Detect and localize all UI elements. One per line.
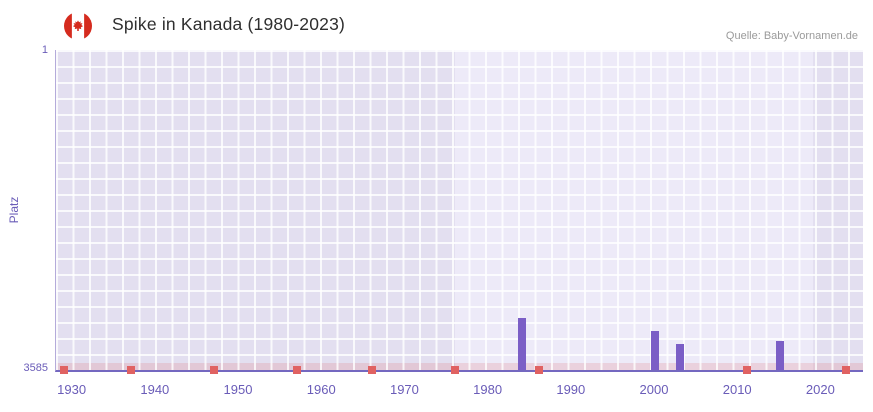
x-tick-2010: 2010 — [722, 382, 752, 397]
y-tick-bottom: 3585 — [23, 362, 48, 374]
x-tick-1970: 1970 — [389, 382, 419, 397]
y-tick-top: 1 — [41, 44, 48, 56]
x-tick-2000: 2000 — [639, 382, 669, 397]
unranked-marker-1947 — [210, 366, 219, 374]
unranked-marker-1957 — [293, 366, 302, 374]
x-tick-1990: 1990 — [556, 382, 586, 397]
rank-bar-2003 — [675, 344, 684, 370]
unranked-marker-1976 — [451, 366, 460, 374]
x-tick-1950: 1950 — [223, 382, 253, 397]
unranked-marker-1937 — [126, 366, 135, 374]
chart-title: Spike in Kanada (1980-2023) — [112, 14, 346, 34]
y-axis-title: Platz — [7, 196, 21, 224]
plot-area — [55, 50, 863, 374]
unranked-marker-2011 — [742, 366, 751, 374]
x-tick-1940: 1940 — [140, 382, 170, 397]
rank-bar-2015 — [775, 340, 784, 370]
unranked-marker-1986 — [534, 366, 543, 374]
grid-lines — [56, 50, 863, 370]
rank-bar-1984 — [517, 317, 526, 370]
source-attribution: Quelle: Baby-Vornamen.de — [725, 30, 858, 42]
rank-bar-2000 — [651, 331, 659, 370]
x-tick-1980: 1980 — [473, 382, 503, 397]
x-tick-1930: 1930 — [57, 382, 87, 397]
canada-flag-icon — [64, 12, 92, 40]
x-axis: 1930 1940 1950 1960 1970 1980 1990 2000 2010 2020 — [55, 372, 862, 402]
x-tick-1960: 1960 — [306, 382, 336, 397]
unranked-marker-1966 — [368, 366, 377, 374]
unranked-marker-1929 — [60, 366, 69, 374]
unranked-marker-2023 — [842, 366, 851, 374]
x-tick-2020: 2020 — [805, 382, 835, 397]
